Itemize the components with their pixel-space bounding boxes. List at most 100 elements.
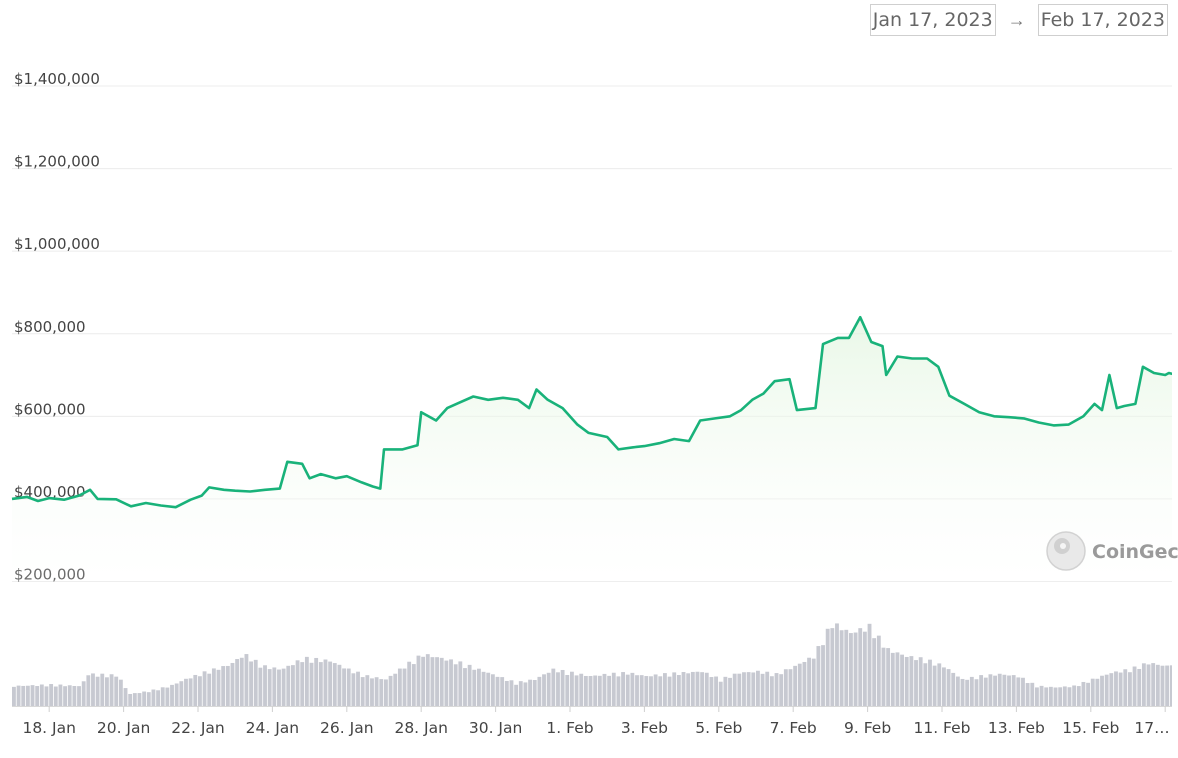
x-tick-label: 9. Feb bbox=[844, 719, 891, 737]
gecko-pupil-icon bbox=[1060, 543, 1066, 549]
volume-bar bbox=[983, 677, 988, 706]
volume-bar bbox=[337, 664, 342, 706]
volume-bar bbox=[258, 667, 263, 706]
volume-bar bbox=[635, 675, 639, 706]
volume-bar bbox=[607, 675, 612, 706]
volume-bar bbox=[556, 672, 560, 706]
volume-bar bbox=[323, 659, 328, 706]
volume-bar bbox=[291, 665, 295, 706]
volume-bar bbox=[835, 623, 839, 706]
volume-bar bbox=[616, 676, 621, 706]
volume-bar bbox=[737, 673, 742, 706]
volume-bar bbox=[402, 668, 407, 706]
volume-bar bbox=[565, 675, 570, 706]
volume-bar bbox=[225, 665, 230, 706]
volume-bar bbox=[63, 686, 67, 706]
y-tick-label: $1,400,000 bbox=[14, 70, 100, 88]
volume-bar bbox=[1030, 682, 1035, 706]
volume-bar bbox=[1048, 686, 1053, 706]
volume-bar bbox=[81, 681, 86, 706]
volume-bar bbox=[411, 664, 416, 706]
y-tick-label: $600,000 bbox=[14, 400, 86, 418]
volume-bar bbox=[746, 672, 751, 706]
volume-bar bbox=[67, 685, 72, 706]
x-tick-label: 18. Jan bbox=[22, 719, 75, 737]
watermark-text: CoinGecko bbox=[1092, 541, 1178, 563]
volume-bar bbox=[602, 673, 607, 706]
volume-bar bbox=[858, 628, 863, 706]
volume-bar bbox=[769, 676, 774, 706]
volume-bar bbox=[709, 677, 714, 706]
volume-bar bbox=[844, 629, 849, 706]
volume-bar bbox=[365, 675, 370, 706]
x-tick-label: 3. Feb bbox=[621, 719, 668, 737]
volume-bar bbox=[1123, 669, 1128, 706]
volume-bar bbox=[653, 674, 658, 706]
volume-bar bbox=[1128, 672, 1132, 706]
volume-bar bbox=[86, 675, 91, 706]
volume-bar bbox=[904, 656, 909, 706]
volume-bar bbox=[393, 673, 398, 706]
volume-bar bbox=[328, 661, 333, 706]
volume-bar bbox=[1090, 678, 1095, 706]
volume-bar bbox=[249, 661, 253, 706]
volume-bar bbox=[900, 654, 904, 706]
volume-bar bbox=[1141, 663, 1146, 706]
volume-bar bbox=[1072, 685, 1077, 706]
volume-bar bbox=[937, 663, 942, 706]
volume-bar bbox=[477, 668, 481, 706]
volume-bar bbox=[872, 638, 877, 706]
volume-bar bbox=[44, 686, 49, 706]
volume-bar bbox=[1025, 683, 1030, 706]
volume-bar bbox=[332, 663, 337, 706]
volume-bars bbox=[12, 623, 1178, 706]
volume-bar bbox=[928, 659, 932, 706]
volume-bar bbox=[39, 684, 44, 706]
volume-bar bbox=[58, 684, 63, 706]
volume-bar bbox=[886, 648, 891, 706]
volume-bar bbox=[593, 675, 598, 706]
x-tick-label: 20. Jan bbox=[97, 719, 150, 737]
volume-bar bbox=[825, 628, 830, 706]
volume-bar bbox=[35, 686, 40, 706]
volume-bar bbox=[997, 673, 1002, 706]
end-date-field[interactable]: Feb 17, 2023 bbox=[1037, 4, 1168, 36]
volume-bar bbox=[821, 645, 825, 706]
start-date-field[interactable]: Jan 17, 2023 bbox=[869, 4, 996, 36]
volume-bar bbox=[105, 677, 109, 706]
volume-bar bbox=[881, 647, 886, 706]
volume-bar bbox=[230, 662, 235, 706]
volume-bar bbox=[53, 686, 58, 706]
y-tick-label: $800,000 bbox=[14, 318, 86, 336]
volume-bar bbox=[314, 657, 319, 706]
volume-bar bbox=[114, 676, 119, 706]
volume-bar bbox=[128, 693, 133, 706]
volume-bar bbox=[318, 662, 323, 706]
y-axis: $1,400,000 $1,200,000 $1,000,000 $800,000 $6… bbox=[14, 70, 100, 584]
volume-bar bbox=[416, 655, 421, 706]
volume-bar bbox=[1175, 660, 1178, 706]
volume-bar bbox=[1062, 686, 1067, 706]
volume-bar bbox=[146, 692, 151, 706]
volume-bar bbox=[574, 675, 579, 706]
volume-bar bbox=[955, 676, 960, 706]
volume-bar bbox=[760, 673, 765, 706]
volume-bar bbox=[714, 676, 718, 706]
price-line[interactable] bbox=[11, 169, 1178, 509]
volume-bar bbox=[342, 668, 346, 706]
volume-bar bbox=[695, 671, 700, 706]
volume-bar bbox=[751, 672, 756, 706]
volume-bar bbox=[509, 680, 514, 706]
volume-bar bbox=[728, 677, 732, 706]
volume-bar bbox=[951, 672, 956, 706]
volume-bar bbox=[374, 677, 379, 706]
volume-bar bbox=[649, 676, 653, 706]
volume-bar bbox=[704, 672, 709, 706]
volume-bar bbox=[235, 659, 240, 706]
volume-bar bbox=[965, 679, 970, 706]
volume-bar bbox=[811, 658, 816, 706]
volume-bar bbox=[156, 690, 160, 706]
volume-bar bbox=[295, 660, 300, 706]
volume-bar bbox=[346, 668, 351, 706]
